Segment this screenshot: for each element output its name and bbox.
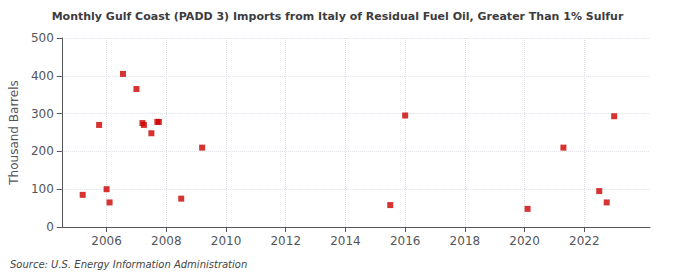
svg-text:2020: 2020 xyxy=(509,234,540,248)
svg-text:2010: 2010 xyxy=(211,234,242,248)
svg-text:0: 0 xyxy=(46,220,54,234)
svg-text:2014: 2014 xyxy=(330,234,361,248)
svg-text:400: 400 xyxy=(31,69,54,83)
svg-text:200: 200 xyxy=(31,144,54,158)
svg-text:500: 500 xyxy=(31,31,54,45)
svg-text:2008: 2008 xyxy=(151,234,182,248)
svg-text:2018: 2018 xyxy=(450,234,481,248)
svg-text:Monthly Gulf Coast (PADD 3) Im: Monthly Gulf Coast (PADD 3) Imports from… xyxy=(52,10,624,23)
svg-text:Thousand Barrels: Thousand Barrels xyxy=(7,80,21,185)
svg-text:2012: 2012 xyxy=(270,234,301,248)
svg-text:Source: U.S. Energy Informatio: Source: U.S. Energy Information Administ… xyxy=(10,259,247,270)
svg-text:2022: 2022 xyxy=(569,234,600,248)
svg-text:100: 100 xyxy=(31,182,54,196)
svg-text:2016: 2016 xyxy=(390,234,421,248)
svg-text:300: 300 xyxy=(31,107,54,121)
svg-text:2006: 2006 xyxy=(91,234,122,248)
